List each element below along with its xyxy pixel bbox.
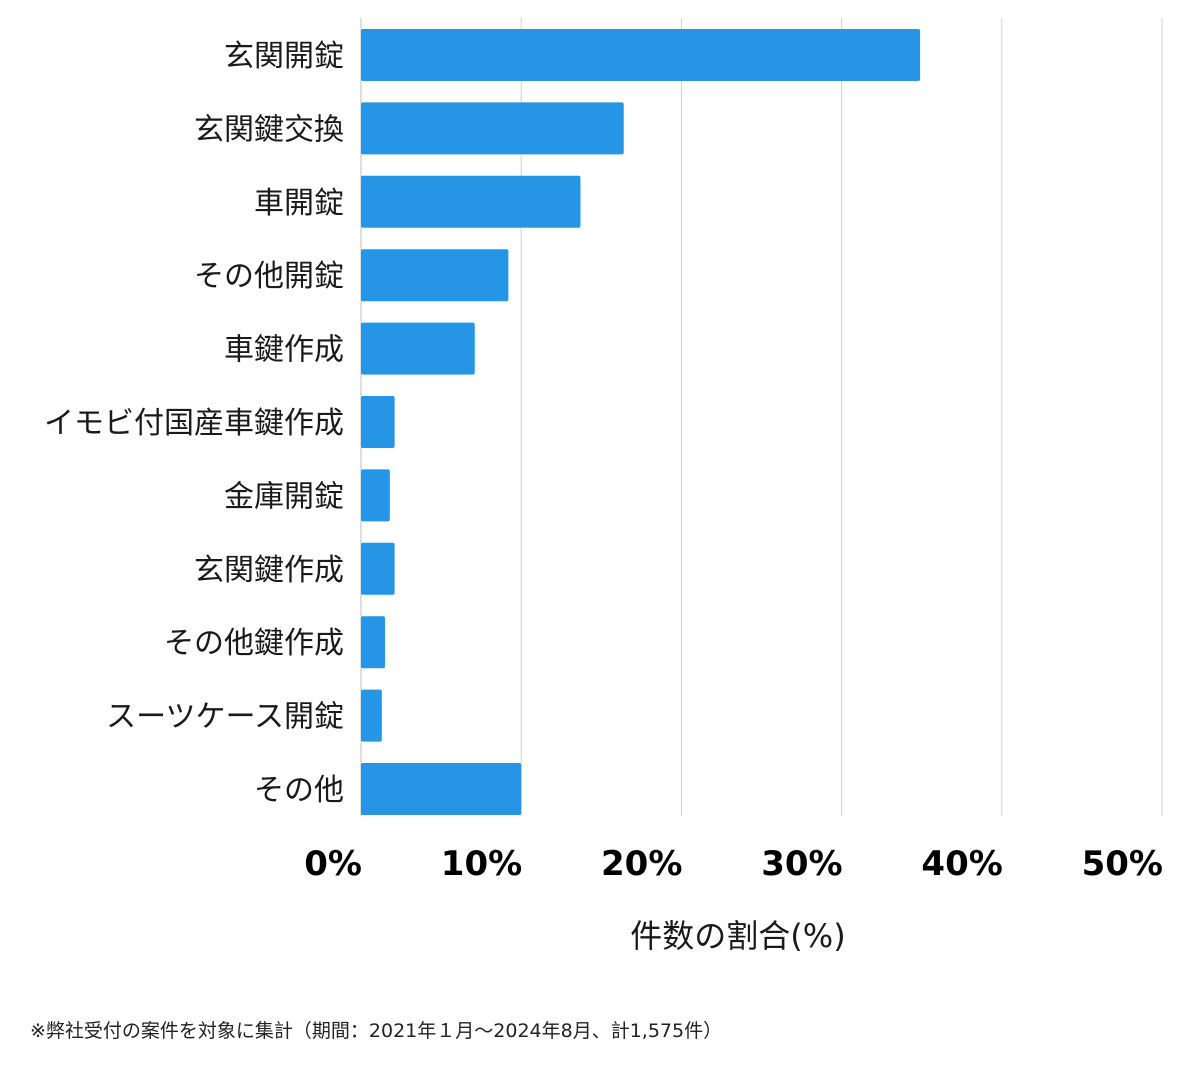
bar-3 (361, 175, 581, 228)
category-label-9: その他鍵作成 (164, 626, 344, 661)
category-label-1: 玄関開錠 (224, 39, 344, 74)
category-label-3: 車開錠 (254, 186, 344, 221)
category-label-11: その他 (254, 773, 344, 808)
category-labels: 玄関開錠玄関鍵交換車開錠その他開錠車鍵作成イモビ付国産車鍵作成金庫開錠玄関鍵作成… (44, 39, 344, 808)
category-label-5: 車鍵作成 (224, 333, 344, 368)
category-label-8: 玄関鍵作成 (194, 553, 344, 588)
bar-4 (361, 249, 509, 302)
bar-chart: 玄関開錠玄関鍵交換車開錠その他開錠車鍵作成イモビ付国産車鍵作成金庫開錠玄関鍵作成… (44, 18, 1163, 955)
bar-6 (361, 396, 395, 448)
category-label-6: イモビ付国産車鍵作成 (44, 406, 344, 441)
x-tick-label-40: 40% (921, 844, 1002, 884)
bar-7 (361, 469, 390, 522)
footnote: ※弊社受付の案件を対象に集計（期間：2021年１月～2024年8月、計1,575… (30, 1020, 723, 1042)
bar-2 (361, 102, 624, 155)
bar-11 (361, 763, 522, 815)
category-label-4: その他開錠 (194, 259, 344, 294)
bar-5 (361, 322, 475, 375)
x-tick-label-10: 10% (441, 844, 522, 884)
x-tick-label-20: 20% (601, 844, 682, 884)
x-tick-labels: 0% 10% 20% 30% 40% 50% (304, 844, 1163, 884)
bar-9 (361, 616, 386, 669)
bar-8 (361, 542, 395, 595)
x-tick-label-0: 0% (304, 844, 362, 884)
bar-10 (361, 689, 382, 742)
category-label-2: 玄関鍵交換 (194, 112, 344, 147)
x-axis-title: 件数の割合(%) (630, 917, 845, 955)
category-label-10: スーツケース開錠 (106, 700, 344, 735)
x-tick-label-30: 30% (761, 844, 842, 884)
bars (361, 29, 921, 815)
category-label-7: 金庫開錠 (224, 479, 344, 514)
bar-1 (361, 29, 921, 81)
x-tick-label-50: 50% (1082, 844, 1163, 884)
